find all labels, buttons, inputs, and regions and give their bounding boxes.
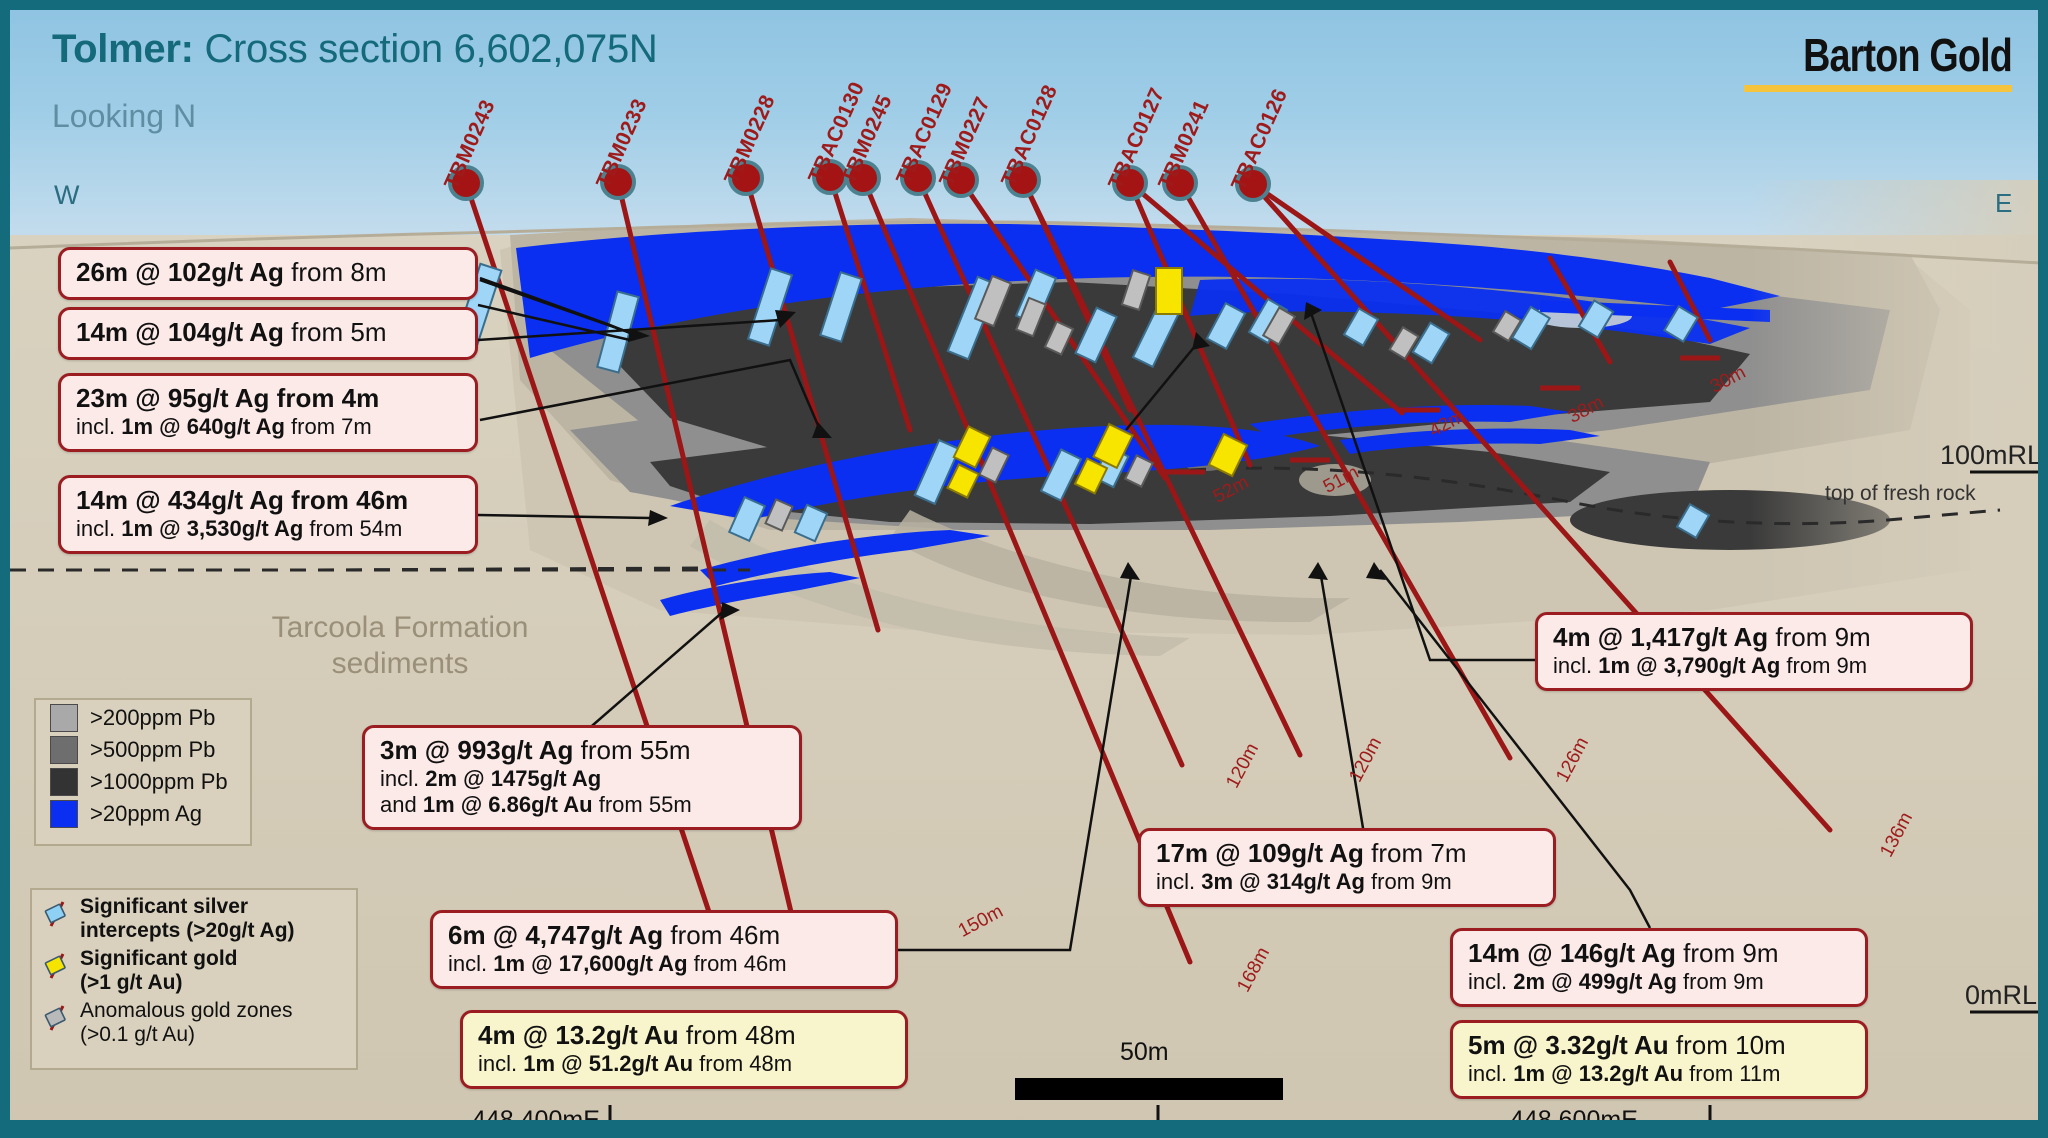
callout-tbm0233-deep-au-line-1: 4m @ 13.2g/t Au from 48m: [478, 1020, 796, 1050]
title-rest: Cross section 6,602,075N: [193, 27, 658, 71]
legend-pb-row-2: >1000ppm Pb: [50, 768, 250, 796]
easting-ticks: [608, 1105, 1712, 1120]
legend-swatch-icon: [50, 736, 78, 764]
callout-tbac0127-ag-line-1: 14m @ 146g/t Ag from 9m: [1468, 938, 1779, 968]
formation-line1: Tarcoola Formation: [271, 611, 529, 644]
callout-tbac0129-ag-line-1: 17m @ 109g/t Ag from 7m: [1156, 838, 1467, 868]
east-fade: [1750, 180, 2038, 650]
ag-lode-mid-east: [1250, 404, 1570, 438]
legend-pb-label: >1000ppm Pb: [90, 769, 228, 794]
callout-tbm0245-ag-line-1: 3m @ 993g/t Ag from 55m: [380, 735, 691, 765]
callout-tbac0126-ag: 4m @ 1,417g/t Ag from 9m incl. 1m @ 3,790…: [1535, 612, 1973, 692]
intercept-bars: [451, 262, 1711, 543]
callout-tbac0127-au: 5m @ 3.32g/t Au from 10m incl. 1m @ 13.2g…: [1450, 1020, 1868, 1100]
legend-swatch-icon: [50, 768, 78, 796]
geology-canvas: [10, 159, 2038, 1120]
collar-markers: [448, 159, 1271, 202]
drill-traces-short: [1020, 177, 1713, 468]
legend-pb-row-0: >200ppm Pb: [50, 704, 250, 732]
tarcoola-formation-label: Tarcoola Formation sediments: [230, 610, 570, 682]
legend-swatch-icon: [50, 800, 78, 828]
ag-lode-deep2: [660, 572, 860, 616]
callout-tbac0127-ag-line-2: incl. 2m @ 499g/t Ag from 9m: [1468, 968, 1764, 994]
rl-ticks: [1970, 470, 2038, 1014]
callout-tbm0245-ag-line-2: incl. 2m @ 1475g/t Ag: [380, 765, 602, 791]
callout-tbac0127-ag: 14m @ 146g/t Ag from 9m incl. 2m @ 499g/t…: [1450, 928, 1868, 1008]
brand-underline: [1744, 85, 2012, 92]
silver-intercept-icon: [42, 899, 72, 934]
gold-intercept-icon: [42, 951, 72, 986]
callout-tbm0233-ag-line-1: 14m @ 104g/t Ag from 5m: [76, 317, 387, 347]
brand-name: Barton Gold: [1803, 29, 2013, 81]
formation-line2: sediments: [331, 647, 469, 680]
legend-pb-row-3: >20ppm Ag: [50, 800, 250, 828]
callout-tbm0233-deep-au: 4m @ 13.2g/t Au from 48m incl. 1m @ 51.2g…: [460, 1010, 908, 1090]
block-shadow-1: [890, 510, 1350, 623]
callout-tbm0243-ag-line-1: 26m @ 102g/t Ag from 8m: [76, 257, 387, 287]
callout-tbac0126-ag-line-2: incl. 1m @ 3,790g/t Ag from 9m: [1553, 652, 1868, 678]
legend-intercept-row-1: Significant gold (>1 g/t Au): [42, 947, 356, 994]
eoh-ticks: [1165, 355, 1720, 475]
legend-pb-row-1: >500ppm Pb: [50, 736, 250, 764]
callout-tbac0127-au-line-2: incl. 1m @ 13.2g/t Au from 11m: [1468, 1060, 1781, 1086]
legend-swatch-icon: [50, 704, 78, 732]
topography-line: [10, 220, 2038, 265]
legend-intercept-label: Significant gold (>1 g/t Au): [80, 947, 238, 994]
legend-pb-grades: >200ppm Pb >500ppm Pb >1000ppm Pb >20ppm Ag: [34, 698, 252, 846]
compass-west-label: W: [54, 180, 80, 210]
top-of-fresh-rock-label: top of fresh rock: [1825, 482, 1976, 505]
scale-bar: [1015, 1078, 1283, 1100]
callout-tbac0127-au-line-1: 5m @ 3.32g/t Au from 10m: [1468, 1030, 1786, 1060]
callout-tbm0233-deep-ag-line-1: 6m @ 4,747g/t Ag from 46m: [448, 920, 781, 950]
callout-tbm0228-ag-line-2: incl. 1m @ 640g/t Ag from 7m: [76, 413, 372, 439]
callout-tbm0243-deep-ag-line-2: incl. 1m @ 3,530g/t Ag from 54m: [76, 515, 403, 541]
easting-right-label: 448,600mE: [1510, 1106, 1638, 1134]
legend-pb-label: >200ppm Pb: [90, 705, 216, 730]
callout-tbm0233-deep-au-line-2: incl. 1m @ 51.2g/t Au from 48m: [478, 1050, 793, 1076]
callout-tbm0243-deep-ag: 14m @ 434g/t Ag from 46m incl. 1m @ 3,530…: [58, 475, 478, 555]
callout-tbm0233-ag: 14m @ 104g/t Ag from 5m: [58, 307, 478, 360]
callout-tbac0129-ag-line-2: incl. 3m @ 314g/t Ag from 9m: [1156, 868, 1452, 894]
legend-pb-label: >20ppm Ag: [90, 801, 202, 826]
scale-bar-label: 50m: [1120, 1038, 1169, 1066]
leader-lines: [477, 276, 1652, 952]
ag-lode-upper-east: [1190, 278, 1750, 344]
legend-intercept-row-0: Significant silver intercepts (>20g/t Ag): [42, 895, 356, 942]
ag-lode-deep: [700, 530, 990, 586]
compass-east-label: E: [1995, 188, 2013, 218]
callout-tbm0245-ag: 3m @ 993g/t Ag from 55m incl. 2m @ 1475g/…: [362, 725, 802, 831]
callout-tbac0126-ag-line-1: 4m @ 1,417g/t Ag from 9m: [1553, 622, 1871, 652]
legend-intercept-row-2: Anomalous gold zones (>0.1 g/t Au): [42, 999, 356, 1046]
ag-lode-mid-east2: [1340, 428, 1600, 454]
callout-tbm0243-deep-ag-line-1: 14m @ 434g/t Ag from 46m: [76, 485, 409, 515]
page-subtitle: Looking N: [52, 98, 197, 134]
ag-lode-upper: [516, 223, 1780, 358]
callout-tbm0233-deep-ag-line-2: incl. 1m @ 17,600g/t Ag from 46m: [448, 950, 787, 976]
page-title: Tolmer: Cross section 6,602,075N: [52, 28, 658, 70]
brand-logo: Barton Gold: [1744, 28, 2013, 92]
rl-100-label: 100mRL: [1940, 440, 2043, 470]
callout-tbm0245-ag-line-3: and 1m @ 6.86g/t Au from 55m: [380, 792, 692, 818]
leader-arrowheads: [628, 302, 1386, 620]
easting-left-label: 448,400mE: [472, 1106, 600, 1134]
anomalous-gold-icon: [42, 1003, 72, 1038]
callout-tbm0228-ag: 23m @ 95g/t Ag from 4m incl. 1m @ 640g/t …: [58, 373, 478, 453]
callout-tbac0129-ag: 17m @ 109g/t Ag from 7m incl. 3m @ 314g/t…: [1138, 828, 1556, 908]
callout-tbm0228-ag-line-1: 23m @ 95g/t Ag from 4m: [76, 383, 380, 413]
legend-intercept-label: Significant silver intercepts (>20g/t Ag): [80, 895, 295, 942]
rl-0-label: 0mRL: [1965, 980, 2038, 1010]
legend-intercept-label: Anomalous gold zones (>0.1 g/t Au): [80, 999, 293, 1046]
callout-tbm0243-ag: 26m @ 102g/t Ag from 8m: [58, 247, 478, 300]
callout-tbm0233-deep-ag: 6m @ 4,747g/t Ag from 46m incl. 1m @ 17,6…: [430, 910, 898, 990]
legend-pb-label: >500ppm Pb: [90, 737, 216, 762]
legend-intercept-types: Significant silver intercepts (>20g/t Ag)…: [30, 888, 358, 1070]
title-bold: Tolmer:: [52, 27, 194, 71]
